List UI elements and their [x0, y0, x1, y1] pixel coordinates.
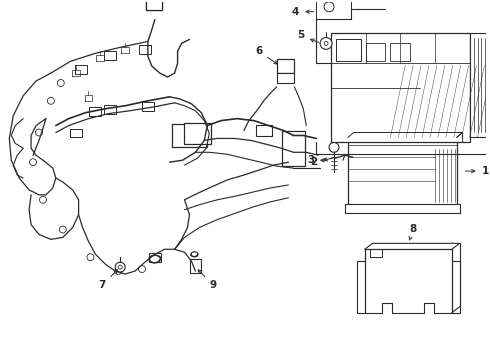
Circle shape	[115, 262, 125, 272]
Bar	[469, 33, 490, 138]
Circle shape	[320, 37, 332, 49]
Text: 8: 8	[409, 225, 417, 240]
Circle shape	[40, 196, 47, 203]
Circle shape	[115, 267, 122, 275]
Circle shape	[324, 41, 328, 45]
Bar	[184, 123, 211, 144]
Text: 2: 2	[310, 157, 334, 167]
Bar	[331, 33, 469, 143]
Circle shape	[324, 2, 334, 12]
Bar	[356, 130, 369, 138]
Bar	[345, 204, 460, 213]
Circle shape	[48, 97, 54, 104]
Circle shape	[139, 266, 146, 273]
Bar	[191, 259, 201, 273]
Bar	[375, 130, 390, 138]
Bar	[276, 59, 294, 73]
Bar	[276, 73, 294, 83]
Bar	[90, 107, 101, 116]
Bar	[172, 123, 207, 147]
Circle shape	[87, 254, 94, 261]
Circle shape	[329, 143, 339, 152]
Circle shape	[118, 265, 122, 269]
Bar	[282, 131, 305, 166]
Text: 1: 1	[466, 166, 489, 176]
Bar	[336, 40, 361, 61]
Circle shape	[36, 129, 43, 136]
Bar	[142, 102, 154, 111]
Bar	[139, 45, 151, 54]
Bar	[348, 138, 457, 205]
Text: 3: 3	[307, 155, 327, 165]
Bar	[316, 0, 351, 19]
Bar	[391, 44, 410, 61]
Bar	[146, 0, 162, 10]
Text: 7: 7	[98, 270, 118, 290]
Circle shape	[29, 159, 37, 166]
Bar	[104, 51, 116, 60]
Bar	[149, 253, 161, 262]
Bar	[74, 65, 87, 74]
Bar	[70, 129, 81, 138]
Bar	[146, 0, 162, 10]
Bar	[256, 125, 271, 136]
Circle shape	[59, 226, 66, 233]
Text: 5: 5	[297, 31, 318, 42]
Bar	[104, 105, 116, 114]
Text: 4: 4	[292, 7, 314, 17]
Circle shape	[57, 80, 64, 86]
Text: 9: 9	[198, 270, 217, 290]
Bar	[366, 44, 386, 61]
Text: 6: 6	[255, 46, 277, 64]
